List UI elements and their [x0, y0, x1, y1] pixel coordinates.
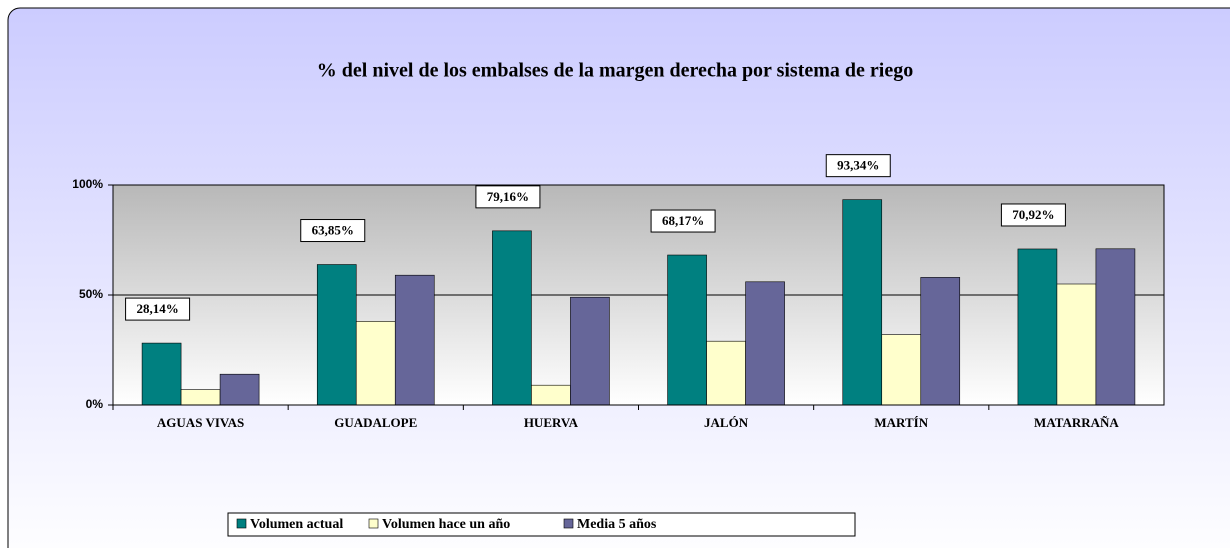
- legend-swatch: [236, 518, 247, 529]
- bar: [219, 373, 260, 406]
- value-label: 63,85%: [312, 223, 354, 238]
- bar: [667, 254, 707, 406]
- bar: [355, 321, 396, 406]
- legend-swatch: [563, 518, 574, 529]
- value-label: 28,14%: [136, 301, 178, 316]
- value-label: 68,17%: [662, 213, 704, 228]
- x-tick-label: AGUAS VIVAS: [157, 415, 244, 430]
- bar: [1056, 283, 1097, 406]
- bar: [180, 389, 221, 406]
- value-label-box: [125, 297, 191, 321]
- y-tick-label: 100%: [72, 177, 103, 191]
- bar: [1017, 248, 1058, 406]
- bar: [920, 277, 961, 406]
- x-tick-label: MATARRAÑA: [1034, 415, 1119, 430]
- bar: [881, 334, 922, 406]
- chart-title: % del nivel de los embalses de la margen…: [317, 60, 913, 82]
- bar: [141, 342, 182, 406]
- x-tick-label: GUADALOPE: [334, 415, 417, 430]
- value-label-box: [475, 185, 541, 209]
- bar: [492, 230, 532, 406]
- value-label-box: [825, 154, 891, 178]
- bar: [745, 281, 785, 406]
- bar: [706, 340, 746, 406]
- y-tick-label: 50%: [79, 287, 103, 301]
- value-label-box: [1000, 203, 1066, 227]
- legend-label: Media 5 años: [577, 517, 657, 532]
- x-tick-label: MARTÍN: [874, 415, 928, 430]
- legend: [227, 512, 856, 537]
- bar: [531, 384, 571, 406]
- value-label: 70,92%: [1012, 207, 1054, 222]
- legend-label: Volumen actual: [250, 517, 343, 532]
- legend-swatch: [368, 518, 379, 529]
- value-label: 79,16%: [487, 189, 529, 204]
- x-tick-label: JALÓN: [704, 415, 749, 430]
- x-tick-label: HUERVA: [524, 415, 579, 430]
- value-label-box: [300, 219, 366, 243]
- bar: [394, 274, 435, 406]
- legend-label: Volumen hace un año: [382, 517, 510, 532]
- bar: [842, 199, 883, 406]
- bar: [570, 296, 610, 406]
- y-tick-label: 0%: [86, 397, 104, 411]
- value-label-box: [650, 209, 716, 233]
- value-label: 93,34%: [837, 158, 879, 173]
- bar: [1095, 248, 1136, 406]
- bar: [316, 264, 357, 406]
